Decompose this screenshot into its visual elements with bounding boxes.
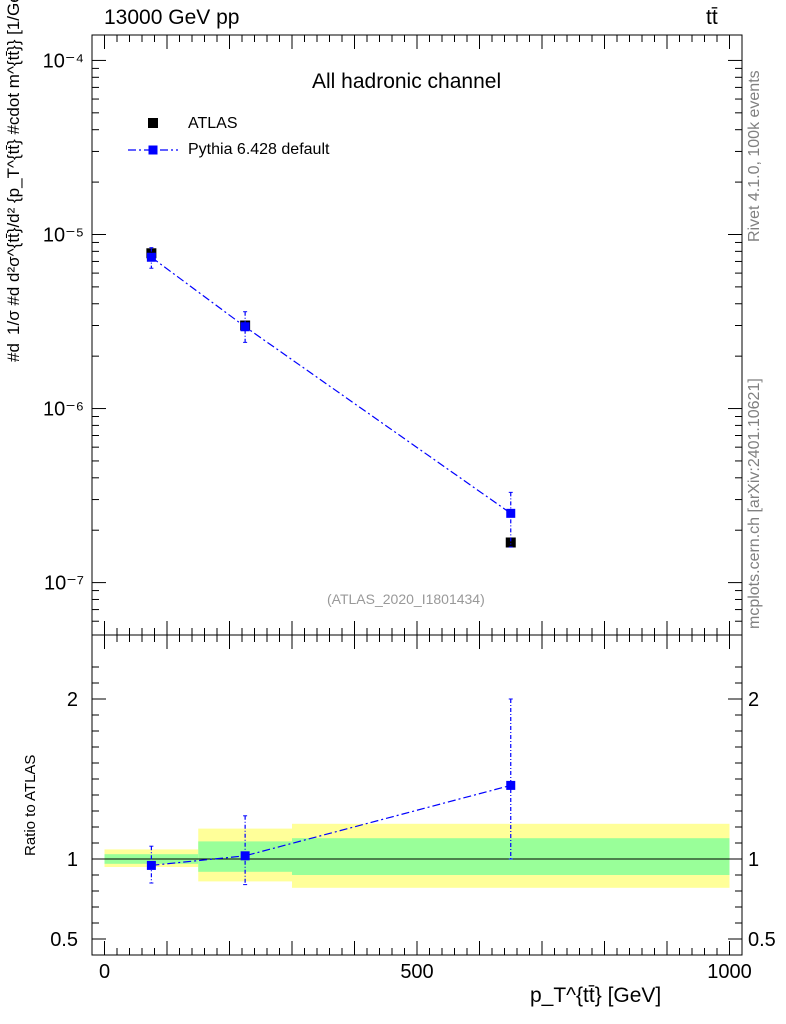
x-tick-label: 0: [99, 961, 110, 983]
atlas-marker: [505, 537, 516, 548]
legend-label-pythia: Pythia 6.428 default: [188, 141, 330, 158]
energy-label: 13000 GeV pp: [104, 6, 240, 29]
main-y-axis-label: #d 1/σ #d d²σ^{tt̄}/d² {p_T^{tt̄} #cdot …: [4, 0, 23, 362]
ratio-marker: [506, 780, 516, 790]
ratio-marker: [240, 851, 250, 861]
ratio-y-tick-label-right: 2: [748, 689, 759, 711]
process-label: tt̄: [706, 6, 718, 29]
ratio-y-tick-label-left: 0.5: [50, 929, 78, 951]
pythia-line: [151, 256, 512, 514]
pythia-marker: [506, 508, 516, 518]
ratio-y-tick-label-left: 1: [67, 849, 78, 871]
legend-pythia-marker: [148, 145, 158, 155]
y-tick-label: 10⁻⁶: [43, 399, 84, 421]
mcplots-label: mcplots.cern.ch [arXiv:2401.10621]: [746, 378, 763, 629]
ratio-panel-frame: [91, 634, 743, 956]
ratio-uncertainty-bands: [104, 823, 730, 888]
ratio-panel-series: [146, 698, 516, 886]
main-panel-ticks: [92, 35, 742, 636]
analysis-tag: (ATLAS_2020_I1801434): [327, 591, 485, 607]
legend-atlas-marker: [148, 118, 158, 128]
ratio-panel-ticks: [92, 635, 742, 955]
y-tick-label: 10⁻⁵: [43, 224, 84, 246]
ratio-y-tick-label-right: 1: [748, 849, 759, 871]
y-tick-label: 10⁻⁴: [43, 50, 84, 72]
main-panel-series: [146, 247, 516, 548]
legend-label-atlas: ATLAS: [188, 115, 238, 132]
ratio-y-tick-label-left: 2: [67, 689, 78, 711]
ratio-pythia-line: [151, 784, 511, 866]
pythia-marker: [240, 322, 250, 332]
ratio-marker: [146, 860, 156, 870]
ratio-frame-rect: [91, 634, 743, 956]
legend: [128, 118, 178, 155]
ratio-y-tick-label-right: 0.5: [748, 929, 776, 951]
x-axis-label: p_T^{tt̄} [GeV]: [530, 984, 662, 1007]
pythia-marker: [146, 252, 156, 262]
tick-labels: 10⁻⁷ 10⁻⁶ 10⁻⁵ 10⁻⁴ 0.5 0.5 1 1 2 2 0 500 1000: [43, 50, 776, 983]
x-tick-label: 1000: [707, 961, 752, 983]
y-tick-label: 10⁻⁷: [44, 573, 84, 595]
x-tick-label: 500: [400, 961, 433, 983]
chart-title: All hadronic channel: [312, 70, 502, 93]
ratio-y-axis-label: Ratio to ATLAS: [22, 754, 39, 856]
rivet-version-label: Rivet 4.1.0, 100k events: [746, 70, 763, 242]
